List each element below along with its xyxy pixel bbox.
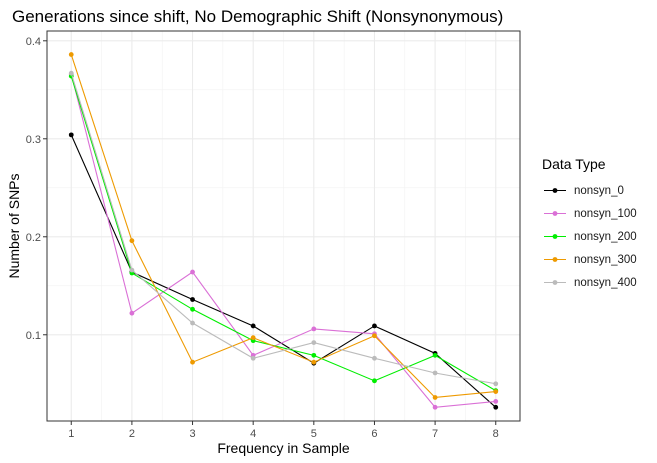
- data-point-nonsyn_100: [432, 404, 438, 410]
- data-point-nonsyn_300: [432, 395, 438, 400]
- legend-item-nonsyn_0: nonsyn_0: [542, 179, 637, 202]
- x-tick-label: 7: [432, 428, 438, 440]
- x-tick-label: 4: [250, 428, 256, 440]
- chart-title: Generations since shift, No Demographic …: [12, 7, 504, 26]
- legend-item-nonsyn_300: nonsyn_300: [542, 248, 637, 271]
- data-point-nonsyn_200: [432, 352, 438, 358]
- legend-title: Data Type: [542, 156, 606, 172]
- series-nonsyn_400: [68, 70, 499, 387]
- data-point-nonsyn_400: [129, 267, 135, 273]
- y-tick-label: 0.4: [26, 36, 41, 48]
- legend-key-nonsyn_200: [544, 234, 566, 239]
- data-point-nonsyn_300: [493, 389, 499, 395]
- legend-key-nonsyn_400: [544, 280, 566, 285]
- series-line-nonsyn_400: [70, 72, 496, 385]
- x-tick-label: 6: [371, 428, 377, 440]
- data-point-nonsyn_300: [311, 359, 317, 365]
- x-tick-label: 5: [311, 428, 317, 440]
- legend-label: nonsyn_400: [574, 276, 637, 289]
- legend-key-nonsyn_300: [544, 257, 566, 262]
- legend-label: nonsyn_200: [574, 230, 637, 243]
- data-point-nonsyn_400: [68, 70, 74, 76]
- legend-label: nonsyn_300: [574, 253, 637, 266]
- legend-item-nonsyn_100: nonsyn_100: [542, 202, 637, 225]
- data-point-nonsyn_200: [190, 306, 195, 312]
- legend-key-nonsyn_0: [544, 188, 566, 193]
- legend: Data Type nonsyn_0 nonsyn_100 nonsyn_200 no…: [542, 156, 637, 294]
- y-tick-label: 0.2: [26, 232, 41, 244]
- series-layer: [68, 52, 499, 410]
- x-axis: 1 2 3 4 5 6 7 8: [68, 421, 499, 440]
- data-point-nonsyn_400: [432, 370, 438, 376]
- data-point-nonsyn_400: [190, 320, 195, 326]
- legend-item-nonsyn_200: nonsyn_200: [542, 225, 637, 248]
- x-axis-label: Frequency in Sample: [217, 440, 350, 456]
- data-point-nonsyn_300: [68, 52, 74, 57]
- legend-key-nonsyn_100: [544, 211, 566, 216]
- legend-label: nonsyn_100: [574, 207, 637, 220]
- data-point-nonsyn_0: [190, 297, 195, 302]
- data-point-nonsyn_100: [129, 310, 135, 316]
- data-point-nonsyn_100: [190, 269, 195, 275]
- x-tick-label: 2: [129, 428, 135, 440]
- y-axis-label: Number of SNPs: [6, 173, 22, 278]
- series-line-nonsyn_0: [70, 134, 497, 408]
- series-line-nonsyn_100: [70, 73, 496, 408]
- data-point-nonsyn_400: [311, 340, 317, 346]
- grid-major: [47, 31, 520, 421]
- data-point-nonsyn_300: [250, 335, 256, 341]
- data-point-nonsyn_400: [493, 381, 499, 387]
- x-tick-label: 3: [189, 428, 195, 440]
- plot-border: [46, 30, 521, 422]
- data-point-nonsyn_200: [311, 352, 317, 358]
- x-tick-label: 8: [493, 428, 499, 440]
- data-point-nonsyn_200: [372, 378, 377, 384]
- x-tick-label: 1: [68, 428, 74, 440]
- data-point-nonsyn_400: [372, 355, 377, 361]
- data-point-nonsyn_0: [493, 404, 499, 410]
- y-axis: 0.1 0.2 0.3 0.4: [26, 36, 47, 342]
- legend-item-nonsyn_400: nonsyn_400: [542, 271, 637, 294]
- data-point-nonsyn_300: [372, 333, 377, 339]
- data-point-nonsyn_0: [68, 132, 74, 138]
- y-tick-label: 0.3: [26, 134, 41, 146]
- data-point-nonsyn_300: [129, 238, 135, 244]
- legend-label: nonsyn_0: [574, 184, 624, 197]
- data-point-nonsyn_400: [250, 355, 256, 361]
- data-point-nonsyn_300: [190, 359, 195, 365]
- data-point-nonsyn_0: [250, 323, 256, 329]
- data-point-nonsyn_100: [311, 326, 317, 332]
- grid-minor: [47, 31, 520, 421]
- data-point-nonsyn_100: [493, 399, 499, 404]
- data-point-nonsyn_0: [372, 323, 377, 329]
- y-tick-label: 0.1: [26, 330, 41, 342]
